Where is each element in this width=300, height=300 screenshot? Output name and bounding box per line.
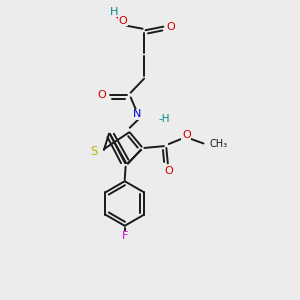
Text: S: S	[91, 145, 98, 158]
Text: O: O	[97, 90, 106, 100]
Text: O: O	[119, 16, 128, 26]
Text: -H: -H	[159, 114, 170, 124]
Text: F: F	[122, 231, 128, 241]
Text: CH₃: CH₃	[209, 139, 228, 149]
Text: O: O	[182, 130, 190, 140]
Text: O: O	[164, 166, 173, 176]
Text: O: O	[167, 22, 175, 32]
Text: H: H	[110, 7, 118, 17]
Text: N: N	[133, 109, 141, 119]
